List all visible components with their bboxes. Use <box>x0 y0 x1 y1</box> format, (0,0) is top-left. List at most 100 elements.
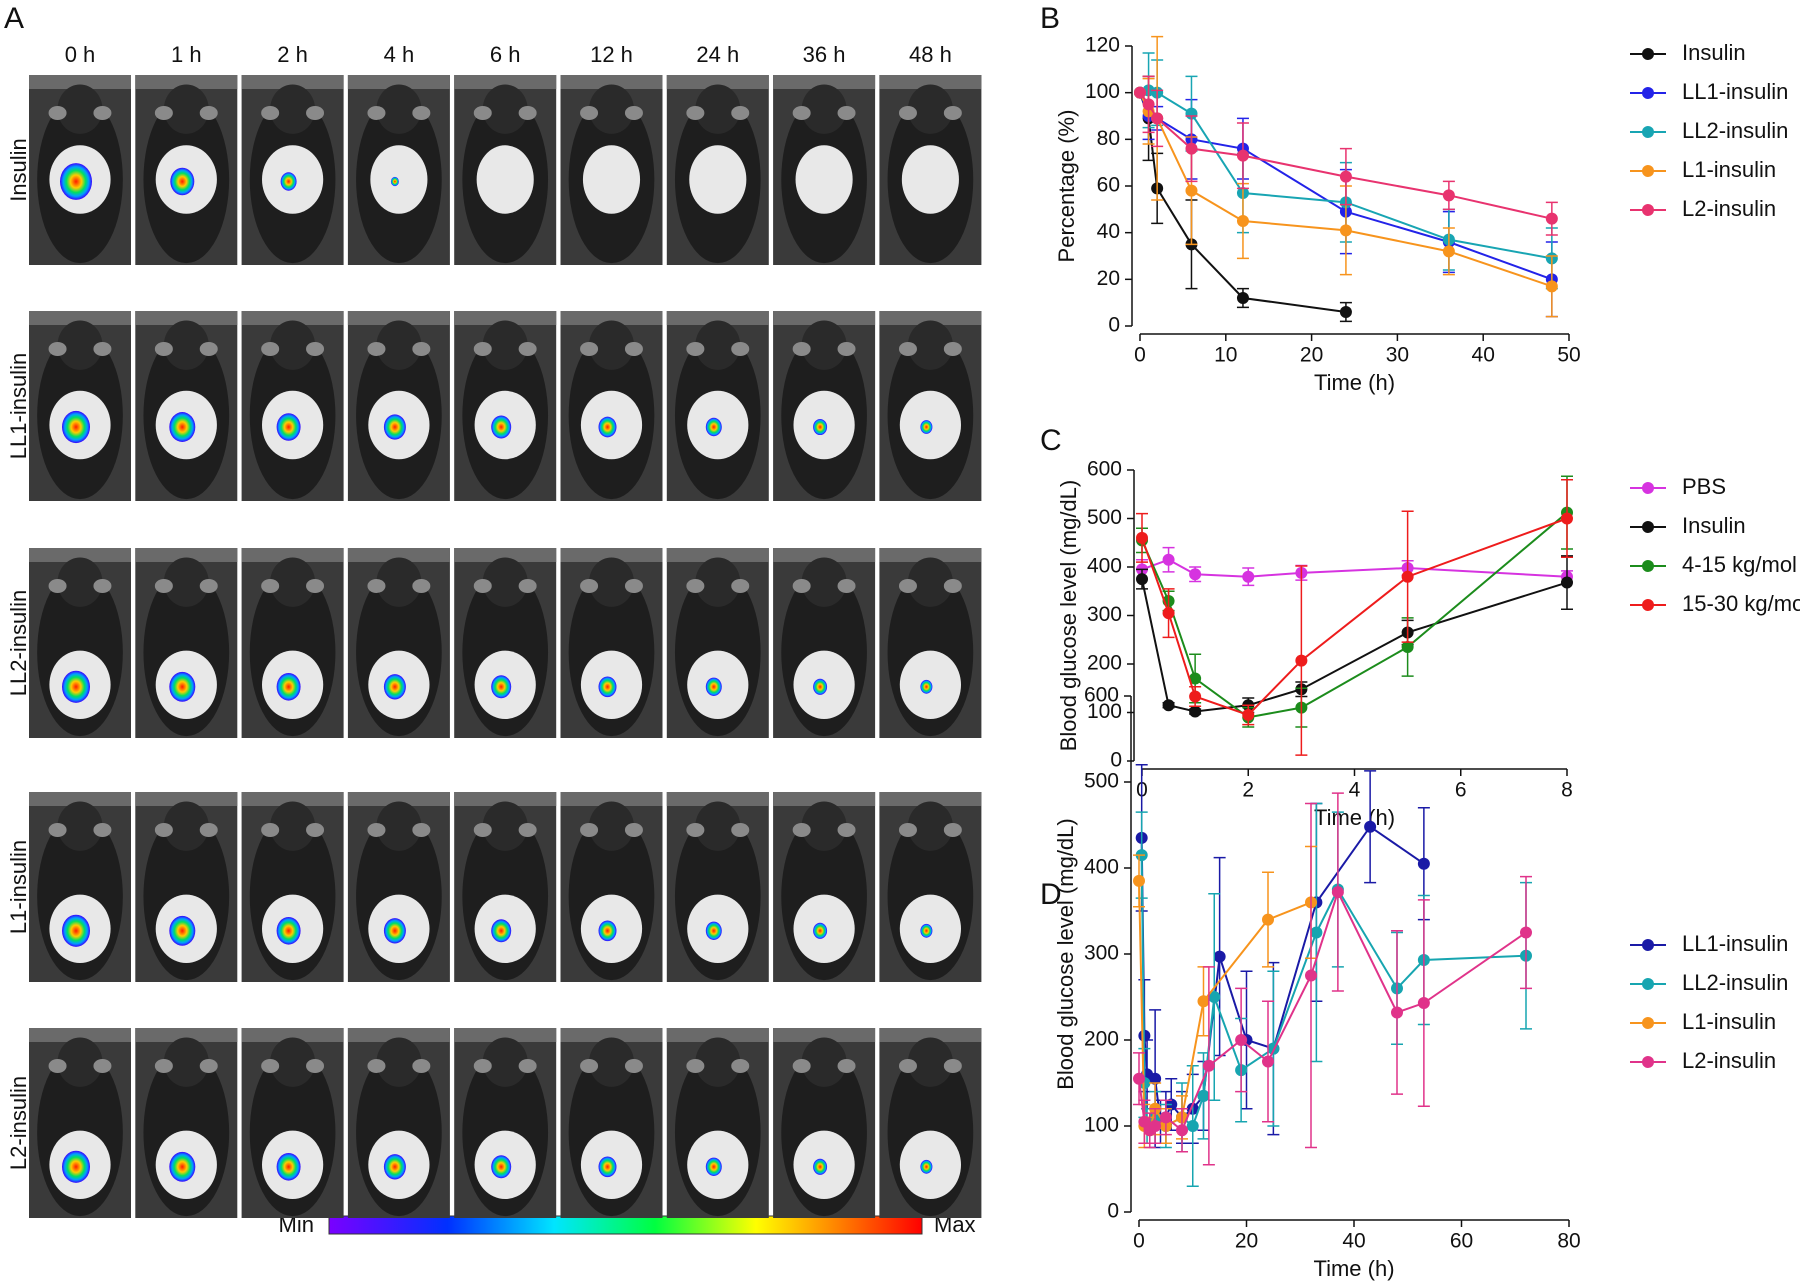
mouse-head <box>589 1037 634 1087</box>
y-tick-label: 80 <box>1097 127 1120 150</box>
image-top <box>666 75 769 89</box>
data-point <box>1401 641 1414 654</box>
mouse-image <box>879 75 982 265</box>
legend-marker <box>1642 482 1654 494</box>
legend-marker <box>1642 165 1654 177</box>
signal <box>920 679 933 694</box>
image-top <box>135 792 238 806</box>
image-top <box>773 311 876 325</box>
signal <box>491 675 512 699</box>
legend-marker <box>1642 204 1654 216</box>
ear <box>943 579 962 593</box>
ear <box>943 823 962 837</box>
y-axis-label: Blood glucose level (mg/dL) <box>1053 818 1078 1089</box>
bright-patch <box>901 145 959 214</box>
y-tick-label: 0 <box>1110 749 1122 772</box>
y-axis-label: Percentage (%) <box>1054 110 1079 263</box>
ear <box>412 1059 431 1073</box>
mouse-image <box>773 75 876 265</box>
mouse-head <box>482 557 528 607</box>
ear <box>48 823 67 837</box>
data-point <box>1133 1072 1145 1085</box>
x-tick-label: 30 <box>1386 344 1409 367</box>
mouse-image <box>135 75 238 265</box>
time-label: 24 h <box>696 42 739 67</box>
data-point <box>1185 184 1198 197</box>
mouse-image <box>347 75 450 265</box>
mouse-image <box>454 548 557 738</box>
mouse-head <box>270 557 316 607</box>
data-point <box>1561 576 1573 589</box>
ear <box>792 823 811 837</box>
mouse-head <box>801 557 847 607</box>
mouse-image <box>666 311 769 501</box>
ear <box>154 823 173 837</box>
mouse-head <box>57 1037 103 1087</box>
legend-label: L2-insulin <box>1682 196 1776 221</box>
mouse-image <box>879 1028 982 1218</box>
x-tick-label: 20 <box>1235 1230 1258 1253</box>
mouse-head <box>57 801 103 851</box>
image-top <box>773 548 876 562</box>
signal <box>705 1157 722 1177</box>
mouse-head <box>907 557 953 607</box>
signal <box>62 914 90 947</box>
ear <box>154 106 173 120</box>
signal <box>169 1151 196 1182</box>
time-label: 12 h <box>590 42 633 67</box>
legend-marker <box>1642 1056 1654 1068</box>
mouse-head <box>801 320 847 370</box>
ear <box>93 342 112 356</box>
mouse-image <box>135 792 238 982</box>
data-point <box>1305 969 1317 982</box>
mouse-head <box>695 320 741 370</box>
legend-label: LL1-insulin <box>1682 79 1788 104</box>
image-top <box>666 311 769 325</box>
time-label: 36 h <box>803 42 846 67</box>
ear <box>518 1059 537 1073</box>
ear <box>93 579 112 593</box>
ear <box>261 823 280 837</box>
y-tick-label: 0 <box>1108 314 1120 337</box>
x-tick-label: 80 <box>1557 1230 1580 1253</box>
mouse-head <box>907 320 953 370</box>
y-tick-label: 200 <box>1087 652 1122 675</box>
data-point <box>1545 280 1558 293</box>
x-tick-label: 60 <box>1450 1230 1473 1253</box>
signal <box>276 1153 301 1181</box>
ear <box>93 823 112 837</box>
data-point <box>1186 1120 1199 1132</box>
signal <box>62 410 90 444</box>
ear <box>306 1059 325 1073</box>
data-point <box>1197 1089 1210 1102</box>
legend-marker <box>1642 87 1654 99</box>
image-top <box>241 311 344 325</box>
bright-patch <box>582 145 641 214</box>
data-point <box>1138 1115 1151 1128</box>
ear <box>306 342 325 356</box>
signal <box>383 674 406 700</box>
ear <box>367 579 386 593</box>
legend-label: L1-insulin <box>1682 1009 1776 1034</box>
ear <box>580 823 599 837</box>
ear <box>473 579 492 593</box>
ear <box>792 579 811 593</box>
x-tick-label: 10 <box>1214 344 1237 367</box>
panel-label: A <box>4 2 24 35</box>
data-point <box>1134 86 1146 99</box>
mouse-head <box>270 801 316 851</box>
image-top <box>135 311 238 325</box>
ear <box>686 579 705 593</box>
data-point <box>1417 997 1430 1010</box>
data-point <box>1401 570 1414 583</box>
mouse-head <box>270 1037 316 1087</box>
panel-label: C <box>1040 424 1062 457</box>
image-top <box>241 792 344 806</box>
mouse-image <box>773 311 876 501</box>
data-point <box>1339 224 1352 237</box>
mouse-head <box>270 320 316 370</box>
image-top <box>666 792 769 806</box>
mouse-head <box>482 84 528 134</box>
y-tick-label: 300 <box>1087 603 1122 626</box>
